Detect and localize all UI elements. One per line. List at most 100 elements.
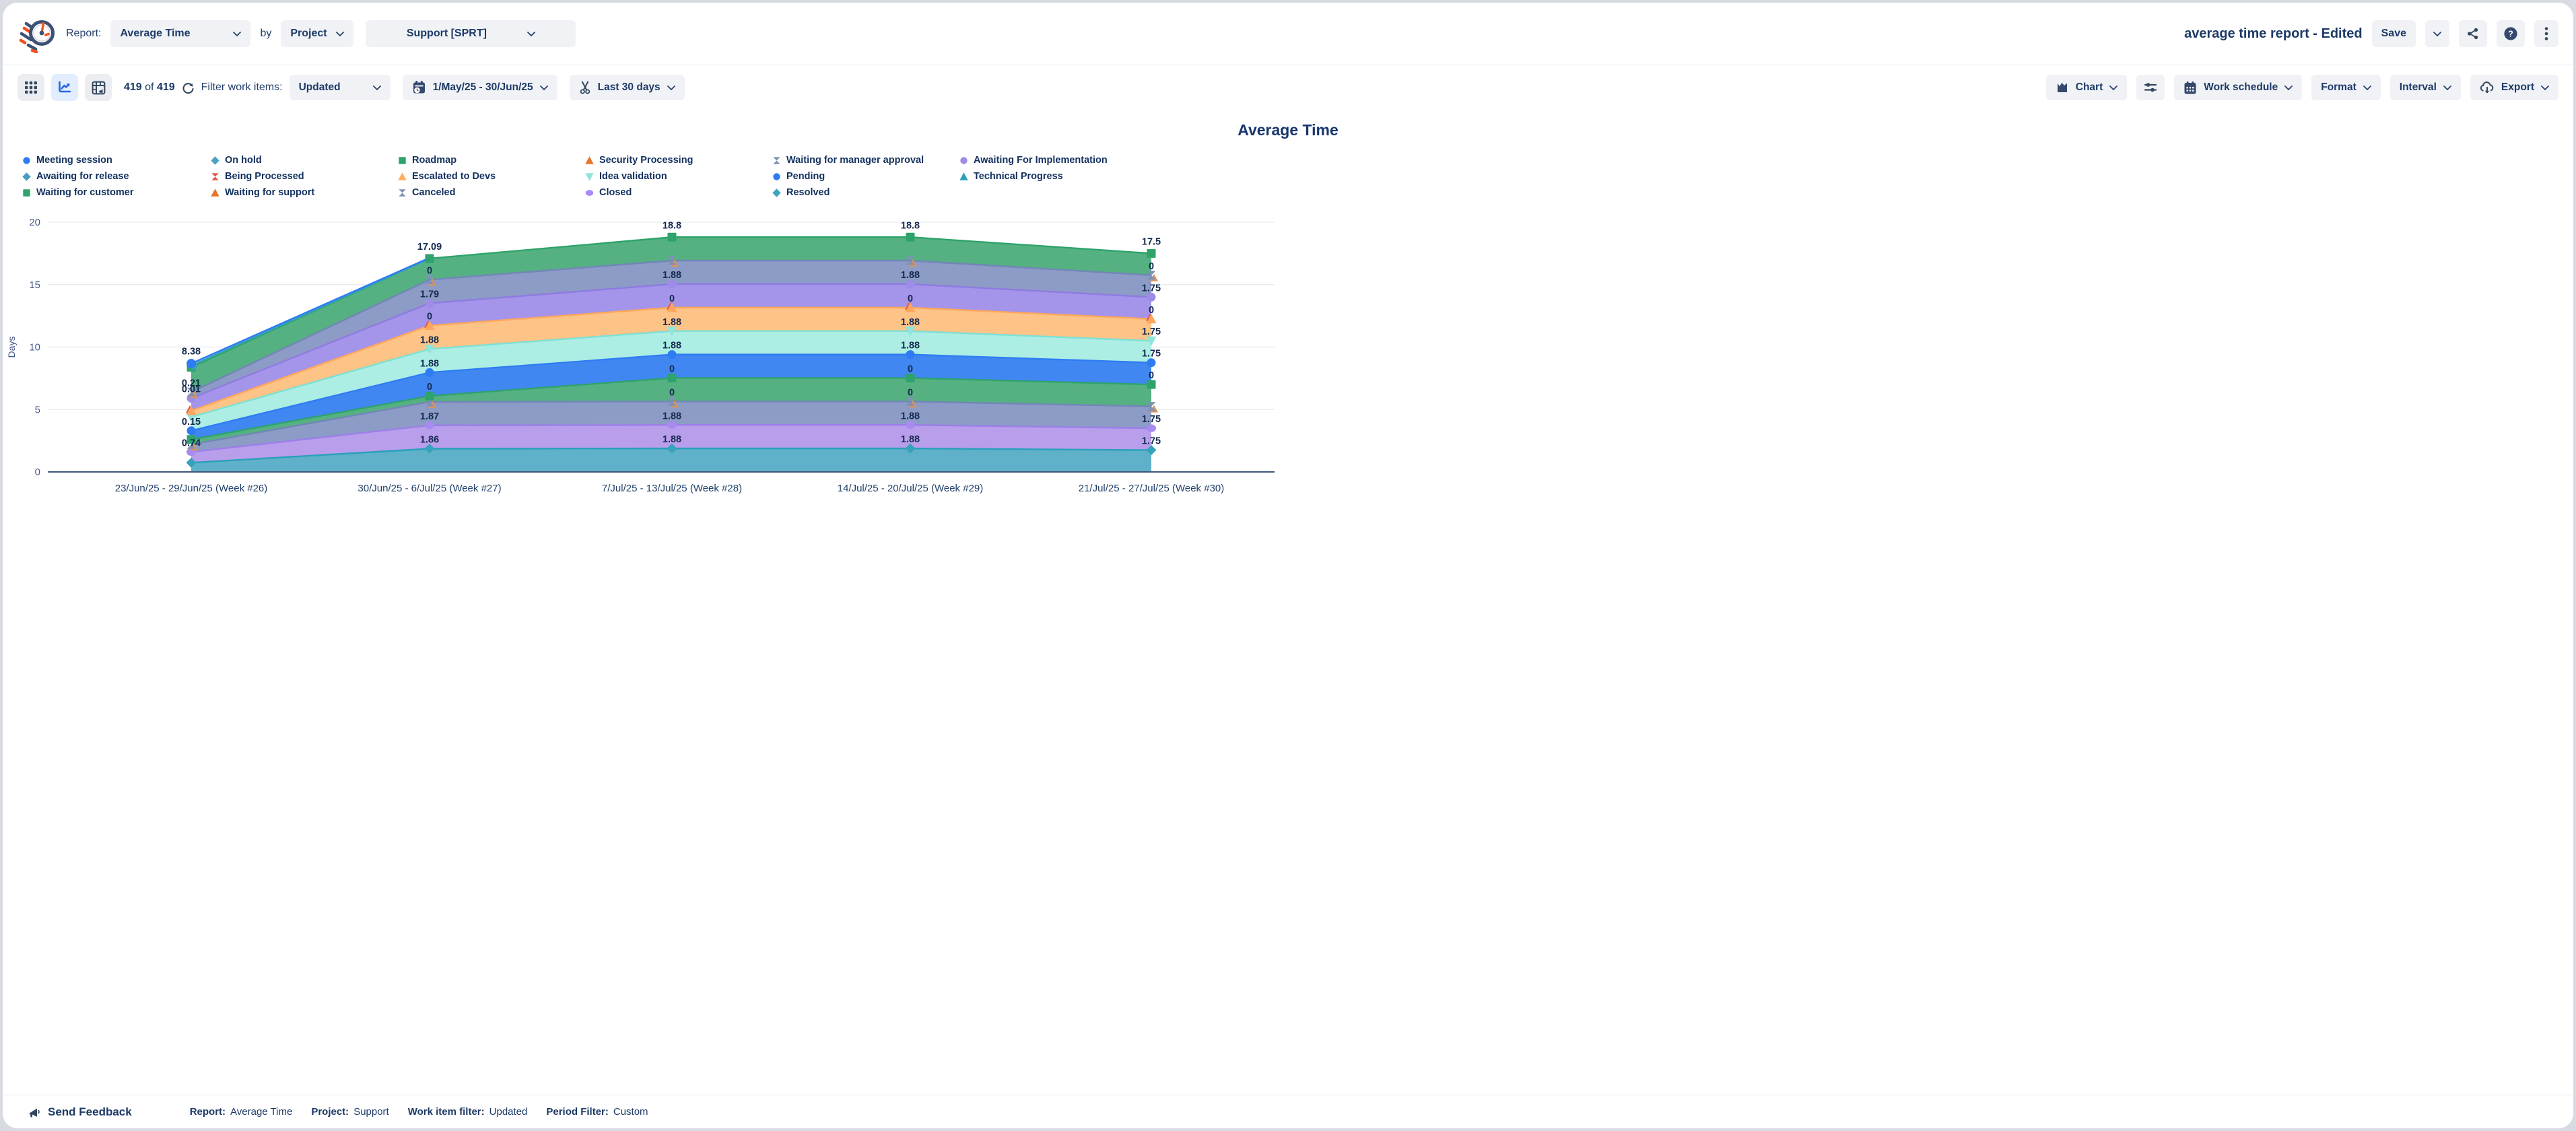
legend-marker-icon: [399, 156, 406, 164]
legend-item[interactable]: Waiting for manager approval: [772, 155, 959, 166]
footer-entry-value: Support: [353, 1106, 389, 1118]
svg-text:0.21: 0.21: [182, 378, 201, 388]
svg-text:1.88: 1.88: [663, 434, 681, 445]
work-schedule-select[interactable]: Work schedule: [2174, 75, 2303, 100]
legend-item[interactable]: On hold: [210, 155, 397, 166]
svg-text:0: 0: [427, 382, 432, 392]
pivot-view-button[interactable]: [85, 74, 112, 101]
grid-view-button[interactable]: [18, 74, 44, 101]
legend-marker-icon: [211, 188, 219, 197]
group-by-value: Project: [290, 28, 327, 39]
grid-view-icon: [25, 81, 37, 94]
svg-text:1.88: 1.88: [420, 358, 439, 369]
svg-text:0.15: 0.15: [182, 417, 201, 427]
stacked-area-chart[interactable]: 0 5 10 15 20 Days 0.74 0.15 0.010.21 8.38 1.86 1.87…: [3, 202, 1291, 521]
kebab-menu-icon: [2544, 27, 2548, 40]
svg-text:30/Jun/25 - 6/Jul/25 (Week #27: 30/Jun/25 - 6/Jul/25 (Week #27): [358, 483, 501, 494]
svg-text:1.75: 1.75: [1142, 283, 1161, 294]
legend-label: Roadmap: [412, 155, 457, 166]
svg-text:0: 0: [669, 294, 675, 304]
chevron-down-icon: [2443, 85, 2451, 90]
legend-item[interactable]: Idea validation: [584, 171, 772, 182]
date-range-select[interactable]: 1/May/25 - 30/Jun/25: [402, 75, 557, 100]
work-items-count: 419 of 419: [124, 81, 175, 94]
svg-text:0: 0: [908, 294, 913, 304]
legend-item[interactable]: Security Processing: [584, 155, 772, 166]
legend-item[interactable]: Resolved: [772, 187, 959, 198]
svg-text:1.75: 1.75: [1142, 327, 1161, 337]
chevron-down-icon: [372, 85, 381, 90]
legend-item[interactable]: Technical Progress: [959, 171, 2567, 182]
footer-entry-label: Work item filter:: [407, 1106, 485, 1118]
project-select[interactable]: Support [SPRT]: [366, 20, 576, 47]
report-type-select[interactable]: Average Time: [110, 20, 251, 47]
legend-item[interactable]: Meeting session: [22, 155, 210, 166]
svg-text:0: 0: [1149, 305, 1154, 316]
svg-text:1.88: 1.88: [901, 434, 920, 445]
svg-text:1.88: 1.88: [663, 270, 681, 281]
legend-item[interactable]: Waiting for customer: [22, 187, 210, 198]
refresh-button[interactable]: [182, 81, 195, 94]
legend-item[interactable]: Waiting for support: [210, 187, 397, 198]
legend-label: Awaiting For Implementation: [974, 155, 1108, 166]
project-value: Support [SPRT]: [406, 28, 487, 39]
document-title: average time report - Edited: [2184, 26, 2363, 41]
filter-field-select[interactable]: Updated: [289, 75, 391, 100]
svg-text:17.5: 17.5: [1142, 236, 1161, 247]
footer-entry: Period Filter: Custom: [546, 1106, 648, 1118]
legend-label: On hold: [225, 155, 262, 166]
more-actions-button[interactable]: [2534, 20, 2558, 47]
legend-item[interactable]: Being Processed: [210, 171, 397, 182]
share-button[interactable]: [2459, 20, 2487, 47]
legend-marker-icon: [22, 172, 31, 181]
svg-text:0.01: 0.01: [182, 384, 201, 395]
format-select[interactable]: Format: [2311, 75, 2381, 100]
legend-marker-icon: [585, 172, 594, 181]
svg-text:1.75: 1.75: [1142, 436, 1161, 447]
cloud-download-icon: [2480, 81, 2494, 94]
legend-marker-icon: [23, 156, 30, 164]
send-feedback-button[interactable]: Send Feedback: [27, 1105, 132, 1120]
save-options-button[interactable]: [2425, 20, 2449, 47]
svg-text:23/Jun/25 - 29/Jun/25 (Week #2: 23/Jun/25 - 29/Jun/25 (Week #26): [115, 483, 268, 494]
send-feedback-label: Send Feedback: [48, 1105, 132, 1118]
footer-entry: Report: Average Time: [190, 1106, 293, 1118]
period-trim-select[interactable]: Last 30 days: [569, 75, 685, 100]
report-type-value: Average Time: [120, 28, 191, 39]
svg-text:0: 0: [908, 364, 913, 375]
svg-text:15: 15: [29, 279, 40, 291]
chart-settings-button[interactable]: [2136, 75, 2165, 100]
count-of: of: [145, 81, 154, 93]
legend-label: Technical Progress: [974, 171, 1063, 182]
legend-item[interactable]: Pending: [772, 171, 959, 182]
svg-text:1.88: 1.88: [663, 341, 681, 351]
legend-item[interactable]: Awaiting for release: [22, 171, 210, 182]
export-select[interactable]: Export: [2470, 75, 2558, 100]
interval-select[interactable]: Interval: [2389, 75, 2461, 100]
legend-item[interactable]: Closed: [584, 187, 772, 198]
chart-legend: Meeting session Awaiting for release Waiti…: [22, 152, 2567, 201]
legend-label: Waiting for customer: [36, 187, 134, 198]
legend-item[interactable]: Roadmap: [397, 155, 584, 166]
save-button[interactable]: Save: [2371, 20, 2416, 47]
legend-item[interactable]: Escalated to Devs: [397, 171, 584, 182]
legend-marker-icon: [773, 156, 780, 164]
footer: Send Feedback Report: Average Time Project…: [3, 1095, 2573, 1128]
chart-type-select[interactable]: Chart: [2045, 75, 2128, 100]
toolbar: 419 of 419 Filter work items: Updated 1/…: [3, 65, 2573, 110]
group-by-select[interactable]: Project: [281, 20, 354, 47]
line-chart-icon: [59, 81, 71, 93]
chevron-down-icon: [2109, 85, 2118, 90]
export-value: Export: [2501, 81, 2534, 93]
svg-text:1.75: 1.75: [1142, 349, 1161, 359]
svg-text:8.38: 8.38: [182, 347, 201, 357]
legend-item[interactable]: Awaiting For Implementation: [959, 155, 2567, 166]
help-button[interactable]: ?: [2497, 20, 2525, 47]
area-chart-icon: [2057, 83, 2067, 92]
legend-item[interactable]: Canceled: [397, 187, 584, 198]
svg-text:1.88: 1.88: [901, 411, 920, 421]
legend-marker-icon: [959, 172, 968, 180]
chart-view-button[interactable]: [51, 74, 78, 101]
svg-text:7/Jul/25 - 13/Jul/25 (Week #28: 7/Jul/25 - 13/Jul/25 (Week #28): [602, 483, 742, 494]
legend-label: Escalated to Devs: [412, 171, 496, 182]
